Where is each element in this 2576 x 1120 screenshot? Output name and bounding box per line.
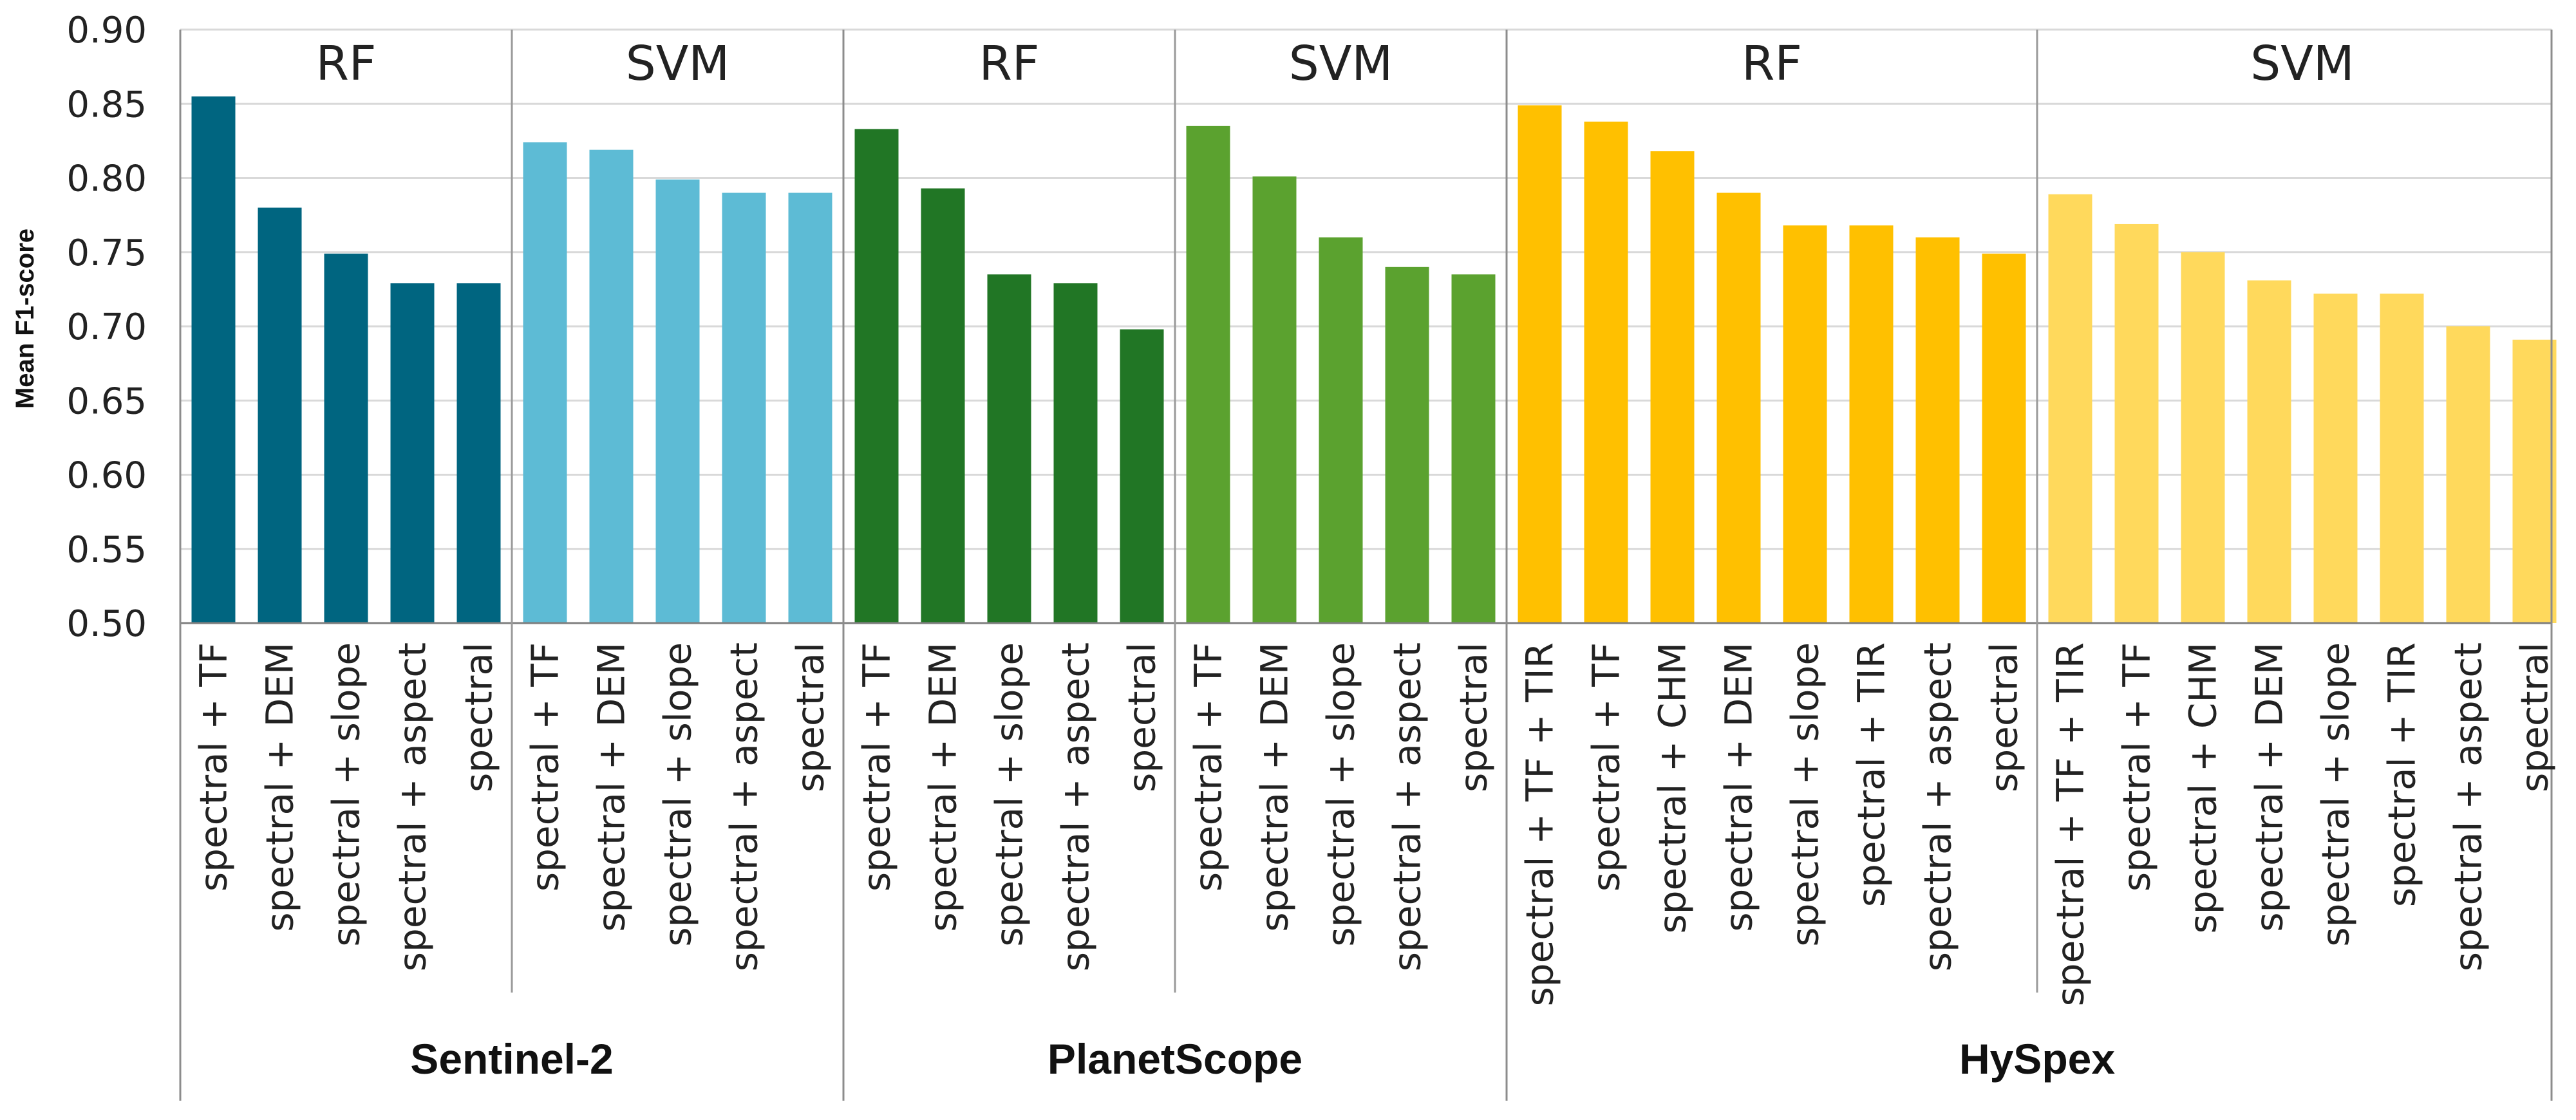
bar xyxy=(191,96,236,624)
x-category-label: spectral + CHM xyxy=(2181,642,2225,933)
bar xyxy=(1319,237,1363,623)
bar xyxy=(921,188,965,623)
bar xyxy=(390,283,435,623)
bar xyxy=(1584,121,1628,623)
model-label: RF xyxy=(979,36,1040,91)
bar xyxy=(854,129,899,623)
x-category-label: spectral + CHM xyxy=(1651,642,1695,933)
bar xyxy=(2181,252,2225,623)
bar xyxy=(2247,280,2291,623)
bar xyxy=(1915,237,1960,623)
labels: 0.50 0.55 0.60 0.65 0.70 0.75 0.80 0.85 0.90 spec… xyxy=(66,10,2556,1083)
bar xyxy=(1783,225,1827,623)
x-category-label: spectral xyxy=(1452,642,1496,792)
x-category-label: spectral xyxy=(1120,642,1164,792)
bar xyxy=(788,192,832,623)
bar xyxy=(2114,223,2159,624)
bar xyxy=(655,179,700,623)
bar xyxy=(1186,126,1230,623)
x-category-label: spectral xyxy=(457,642,501,792)
x-category-label: spectral + TF xyxy=(855,642,899,891)
bar xyxy=(2380,294,2424,623)
x-category-label: spectral + DEM xyxy=(921,642,965,932)
bar xyxy=(324,254,368,623)
y-tick-label: 0.50 xyxy=(66,603,147,645)
y-tick-label: 0.80 xyxy=(66,158,147,200)
bar xyxy=(2048,194,2092,624)
model-label: SVM xyxy=(1289,36,1393,91)
x-category-label: spectral + DEM xyxy=(258,642,302,932)
model-label: SVM xyxy=(626,36,729,91)
y-tick-label: 0.85 xyxy=(66,84,147,126)
x-category-label: spectral + slope xyxy=(324,642,368,947)
sensor-label: Sentinel-2 xyxy=(410,1035,613,1083)
x-category-label: spectral + TF xyxy=(523,642,567,891)
x-category-label: spectral + DEM xyxy=(590,642,634,932)
x-category-label: spectral + slope xyxy=(1319,642,1363,947)
y-axis-label: Mean F1-score xyxy=(11,229,39,409)
bar xyxy=(987,274,1031,623)
y-tick-label: 0.70 xyxy=(66,306,147,348)
bar xyxy=(258,207,302,624)
model-label: RF xyxy=(1742,36,1802,91)
x-category-label: spectral + TF xyxy=(192,642,236,891)
x-category-label: spectral + slope xyxy=(2314,642,2358,947)
x-category-label: spectral + aspect xyxy=(722,642,766,971)
x-category-label: spectral + TF xyxy=(1584,642,1628,891)
bar xyxy=(1451,274,1496,623)
bar xyxy=(456,283,501,623)
x-category-label: spectral xyxy=(2513,642,2557,792)
bar xyxy=(1053,283,1098,623)
x-category-label: spectral + DEM xyxy=(2248,642,2291,932)
x-category-label: spectral + aspect xyxy=(1054,642,1098,971)
bar xyxy=(722,192,766,623)
model-label: SVM xyxy=(2250,36,2354,91)
y-tick-label: 0.90 xyxy=(66,10,147,51)
grid-lines xyxy=(180,28,2552,624)
x-category-label: spectral + TF xyxy=(1187,642,1230,891)
bar xyxy=(589,149,634,623)
bars xyxy=(191,96,2557,624)
x-category-label: spectral + TIR xyxy=(2380,642,2424,907)
bar xyxy=(1650,151,1695,623)
y-tick-label: 0.65 xyxy=(66,380,147,422)
bar xyxy=(1716,192,1761,623)
bar xyxy=(523,142,567,623)
axes xyxy=(179,30,2553,1101)
x-category-label: spectral + aspect xyxy=(1386,642,1429,971)
sensor-label: HySpex xyxy=(1959,1035,2115,1083)
x-category-label: spectral + aspect xyxy=(2447,642,2490,971)
y-tick-label: 0.55 xyxy=(66,529,147,571)
bar xyxy=(1385,266,1429,623)
x-category-label: spectral + TF xyxy=(2115,642,2159,891)
bar xyxy=(2313,294,2358,623)
x-category-label: spectral + DEM xyxy=(1253,642,1297,932)
x-category-label: spectral xyxy=(789,642,832,792)
y-tick-label: 0.60 xyxy=(66,455,147,497)
model-label: RF xyxy=(316,36,377,91)
x-category-label: spectral + DEM xyxy=(1717,642,1761,932)
sensor-label: PlanetScope xyxy=(1048,1035,1302,1083)
x-category-label: spectral + slope xyxy=(656,642,700,947)
bar xyxy=(1120,329,1164,623)
bar xyxy=(1982,254,2026,623)
bar xyxy=(1518,105,1562,623)
x-category-label: spectral + aspect xyxy=(1916,642,1960,971)
x-category-label: spectral + TF + TIR xyxy=(2049,642,2092,1006)
y-tick-label: 0.75 xyxy=(66,232,147,274)
x-category-label: spectral + slope xyxy=(988,642,1031,947)
x-category-label: spectral xyxy=(1982,642,2026,792)
x-category-label: spectral + TF + TIR xyxy=(1518,642,1562,1006)
bar xyxy=(1849,225,1894,623)
bar xyxy=(1252,176,1297,623)
bar xyxy=(2446,326,2490,623)
bar xyxy=(2512,339,2557,623)
x-category-label: spectral + TIR xyxy=(1850,642,1894,907)
x-category-label: spectral + slope xyxy=(1783,642,1827,947)
x-category-label: spectral + aspect xyxy=(391,642,435,971)
